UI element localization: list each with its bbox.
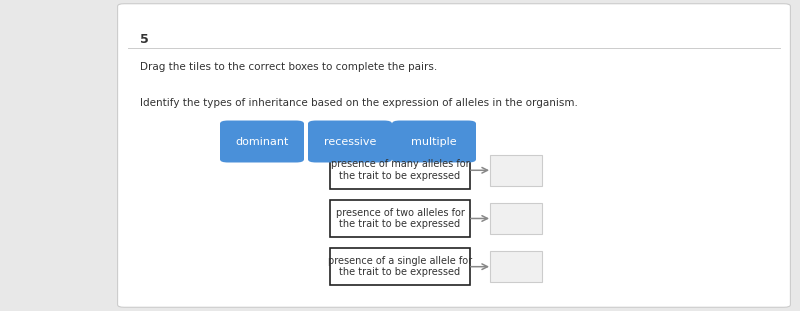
- FancyBboxPatch shape: [330, 200, 470, 237]
- Text: dominant: dominant: [235, 137, 289, 146]
- FancyBboxPatch shape: [490, 203, 542, 234]
- FancyBboxPatch shape: [118, 4, 790, 307]
- FancyBboxPatch shape: [330, 152, 470, 189]
- Text: presence of many alleles for
the trait to be expressed: presence of many alleles for the trait t…: [330, 160, 470, 181]
- Text: recessive: recessive: [324, 137, 376, 146]
- Text: 5: 5: [140, 33, 149, 46]
- FancyBboxPatch shape: [308, 120, 392, 162]
- Text: Drag the tiles to the correct boxes to complete the pairs.: Drag the tiles to the correct boxes to c…: [140, 62, 438, 72]
- FancyBboxPatch shape: [490, 155, 542, 186]
- Text: Identify the types of inheritance based on the expression of alleles in the orga: Identify the types of inheritance based …: [140, 98, 578, 108]
- FancyBboxPatch shape: [220, 120, 304, 162]
- Text: presence of two alleles for
the trait to be expressed: presence of two alleles for the trait to…: [335, 208, 465, 229]
- FancyBboxPatch shape: [330, 248, 470, 285]
- FancyBboxPatch shape: [490, 251, 542, 282]
- Text: multiple: multiple: [411, 137, 457, 146]
- FancyBboxPatch shape: [392, 120, 476, 162]
- Text: presence of a single allele for
the trait to be expressed: presence of a single allele for the trai…: [328, 256, 472, 277]
